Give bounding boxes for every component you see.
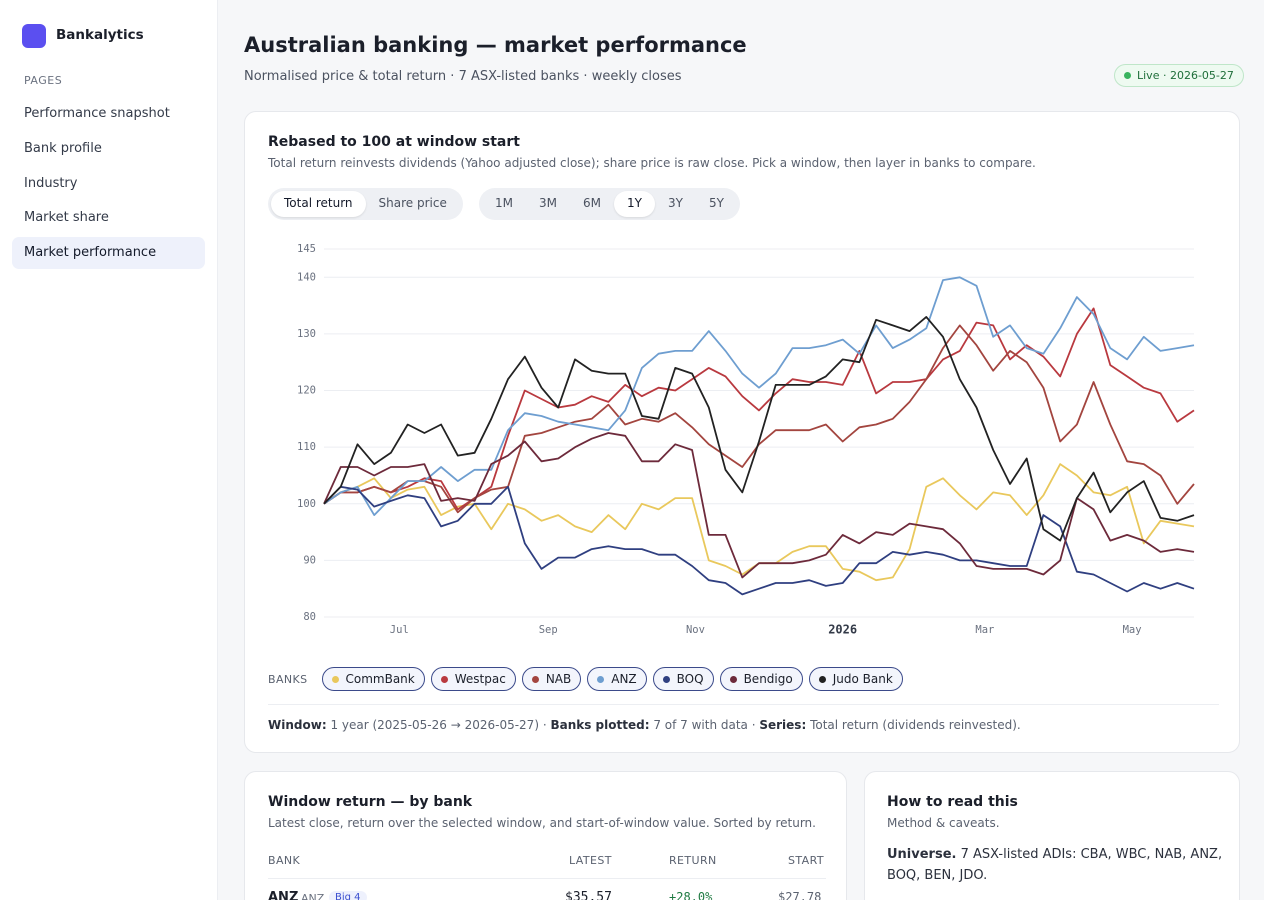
card-subtitle: Method & caveats. xyxy=(887,816,1000,830)
legend-label: CommBank xyxy=(345,672,415,686)
legend: BANKS CommBank Westpac NAB ANZ BOQ Bendigo Jud… xyxy=(268,667,903,691)
legend-label: Bendigo xyxy=(743,672,793,686)
legend-swatch xyxy=(662,675,670,683)
window-option[interactable]: 1Y xyxy=(614,191,655,217)
toggle-option[interactable]: Total return xyxy=(271,191,366,217)
y-tick-label: 80 xyxy=(303,611,316,623)
footer-label: Window: xyxy=(268,718,327,732)
y-tick-label: 145 xyxy=(297,243,316,255)
note: Universe. 7 ASX-listed ADIs: CBA, WBC, N… xyxy=(887,844,1227,886)
legend-chip[interactable]: NAB xyxy=(521,667,582,691)
sidebar: Bankalytics PAGES Performance snapshot B… xyxy=(0,0,218,900)
legend-swatch xyxy=(818,675,826,683)
x-tick-label: Mar xyxy=(975,624,994,636)
legend-label: ANZ xyxy=(611,672,637,686)
logo xyxy=(22,24,46,48)
y-tick-label: 110 xyxy=(297,441,316,453)
note-label: Universe. xyxy=(887,847,957,862)
series-line xyxy=(323,276,1195,516)
divider xyxy=(268,704,1219,705)
column-header: LATEST xyxy=(569,854,612,867)
footer-text: 7 of 7 with data · xyxy=(649,718,760,732)
nav-item[interactable]: Performance snapshot xyxy=(24,106,170,121)
window-toggle: 1M 3M 6M 1Y 3Y 5Y xyxy=(479,188,740,220)
y-tick-label: 140 xyxy=(297,271,316,283)
footer-text: 1 year (2025-05-26 → 2026-05-27) · xyxy=(326,718,551,732)
chart-card: Rebased to 100 at window start Total ret… xyxy=(244,111,1240,753)
x-tick-label: May xyxy=(1123,624,1142,636)
window-option[interactable]: 6M xyxy=(583,196,601,210)
legend-label: Westpac xyxy=(454,672,506,686)
live-badge: Live · 2026-05-27 xyxy=(1114,64,1244,87)
y-tick-label: 100 xyxy=(297,498,316,510)
start-price: $27.78 xyxy=(778,890,822,900)
series-line xyxy=(323,432,1195,579)
x-tick-label: Jul xyxy=(390,624,409,636)
nav-item[interactable]: Bank profile xyxy=(24,141,102,156)
footer-text: Total return (dividends reinvested). xyxy=(806,718,1021,732)
legend-swatch xyxy=(331,675,339,683)
page-title: Australian banking — market performance xyxy=(244,33,747,57)
legend-swatch xyxy=(440,675,448,683)
legend-swatch xyxy=(531,675,539,683)
legend-chip[interactable]: CommBank xyxy=(321,667,425,691)
card-subtitle: Latest close, return over the selected w… xyxy=(268,816,816,830)
bank-ticker: ANZ xyxy=(301,892,325,900)
window-option[interactable]: 3M xyxy=(539,196,557,210)
series-line xyxy=(323,485,1195,596)
bank-name: ANZ xyxy=(268,890,299,900)
chart: 80 90 100 110 120 130 140 145 Jul Sep Nov 2026 Mar Ma… xyxy=(297,243,1195,637)
window-option[interactable]: 5Y xyxy=(708,196,724,210)
x-tick-label: 2026 xyxy=(828,623,857,637)
bank-tag: Big 4 xyxy=(329,891,367,900)
nav-item[interactable]: Industry xyxy=(24,176,78,191)
legend-label: NAB xyxy=(545,672,572,686)
legend-label: Judo Bank xyxy=(832,672,893,686)
series-line xyxy=(323,316,1195,542)
divider xyxy=(268,878,826,879)
legend-chip[interactable]: ANZ xyxy=(587,667,647,691)
card-subtitle: Total return reinvests dividends (Yahoo … xyxy=(268,156,1036,170)
y-tick-label: 90 xyxy=(303,554,316,566)
legend-chip[interactable]: BOQ xyxy=(652,667,714,691)
footer-label: Banks plotted: xyxy=(550,718,650,732)
card-title: Window return — by bank xyxy=(268,794,473,810)
y-tick-label: 130 xyxy=(297,328,316,340)
x-tick-label: Nov xyxy=(686,624,705,636)
brand: Bankalytics xyxy=(56,27,144,43)
card-title: Rebased to 100 at window start xyxy=(268,134,520,150)
y-tick-label: 120 xyxy=(297,385,316,397)
table-card: Window return — by bank Latest close, re… xyxy=(244,771,847,900)
note-text: 7 ASX-listed ADIs: CBA, WBC, NAB, ANZ, B… xyxy=(887,847,1223,883)
nav-section: PAGES xyxy=(24,74,63,87)
window-return: +28.0% xyxy=(669,890,713,900)
toggle-option[interactable]: Share price xyxy=(378,196,447,210)
window-option[interactable]: 1M xyxy=(495,196,513,210)
window-option[interactable]: 3Y xyxy=(667,196,683,210)
footer-label: Series: xyxy=(759,718,807,732)
page-subtitle: Normalised price & total return · 7 ASX-… xyxy=(244,69,682,84)
card-title: How to read this xyxy=(887,794,1018,810)
legend-swatch xyxy=(729,675,737,683)
legend-chip[interactable]: Westpac xyxy=(430,667,516,691)
latest-price: $35.57 xyxy=(565,890,612,900)
legend-swatch xyxy=(597,675,605,683)
column-header: START xyxy=(788,854,824,867)
legend-label: BANKS xyxy=(268,672,308,686)
legend-label: BOQ xyxy=(676,672,704,686)
notes-card: How to read this Method & caveats. Unive… xyxy=(864,771,1240,900)
x-tick-label: Sep xyxy=(539,624,558,636)
series-toggle: Total return Share price xyxy=(268,188,463,220)
nav-item[interactable]: Market performance xyxy=(12,237,205,269)
column-header: BANK xyxy=(268,854,301,867)
column-header: RETURN xyxy=(669,854,717,867)
legend-chip[interactable]: Judo Bank xyxy=(808,667,903,691)
legend-chip[interactable]: Bendigo xyxy=(719,667,803,691)
series-line xyxy=(323,324,1195,514)
nav-item[interactable]: Market share xyxy=(24,210,109,225)
chart-footer: Window: 1 year (2025-05-26 → 2026-05-27)… xyxy=(268,718,1021,732)
